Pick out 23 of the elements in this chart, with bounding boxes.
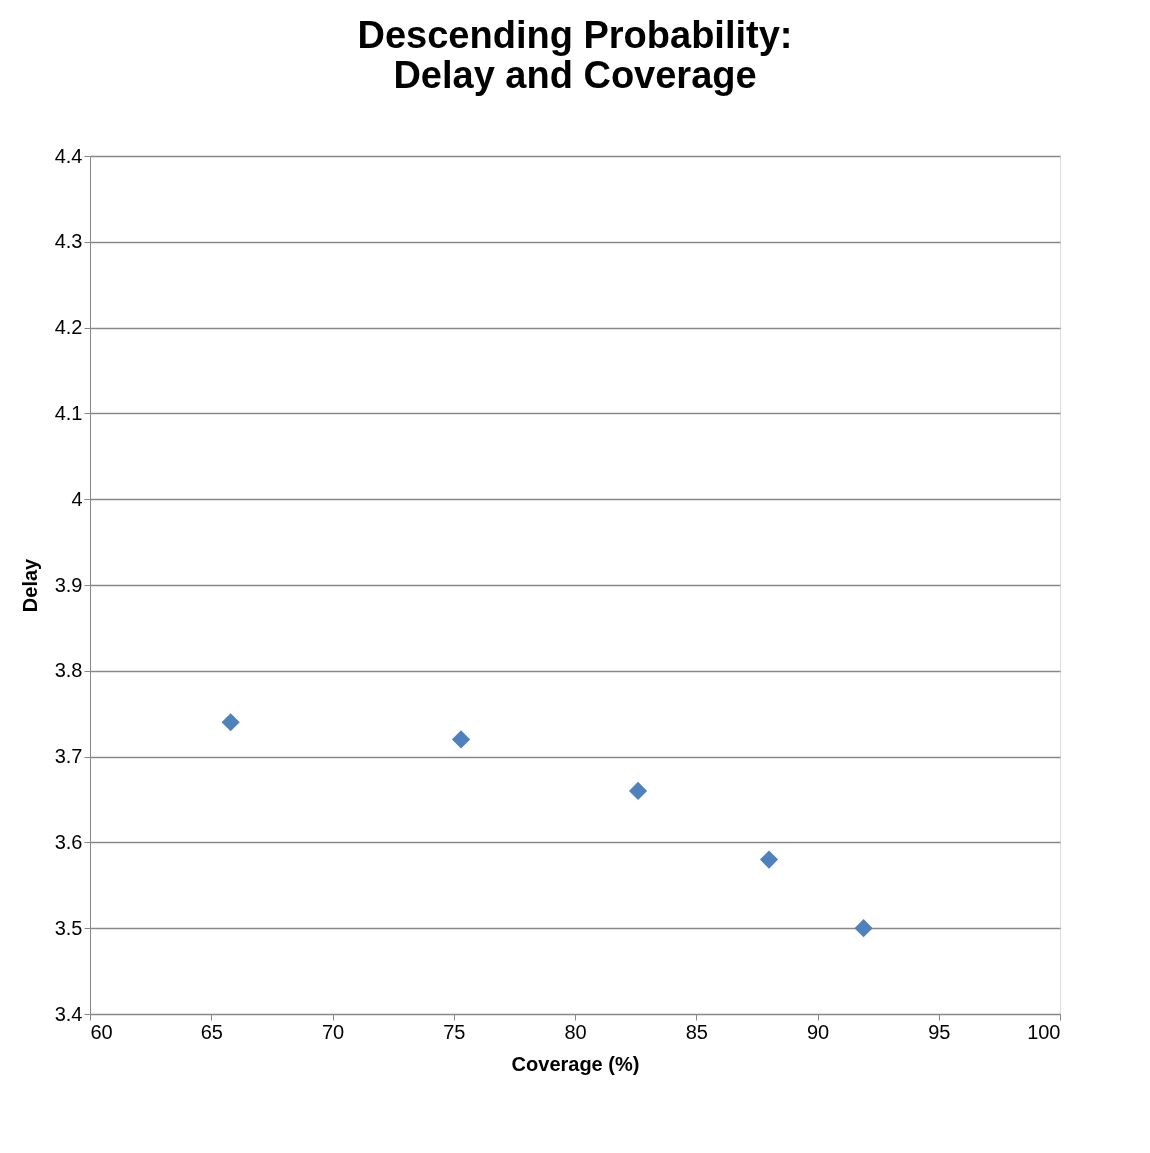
x-tick-label: 65 bbox=[200, 1020, 223, 1043]
x-tick-label: 80 bbox=[564, 1020, 587, 1043]
text: Descending Probability: bbox=[357, 14, 793, 56]
y-tick-label: 4.1 bbox=[54, 401, 83, 424]
y-tick-label: 4.3 bbox=[54, 230, 83, 253]
y-tick-label: 3.7 bbox=[54, 745, 83, 768]
y-tick-label: 3.6 bbox=[54, 830, 83, 853]
y-tick-label: 3.4 bbox=[54, 1002, 83, 1025]
y-axis-title: Delay bbox=[18, 557, 41, 613]
x-tick-label: 100 bbox=[1027, 1020, 1061, 1043]
x-tick-label: 60 bbox=[90, 1020, 113, 1043]
y-tick-label: 4 bbox=[71, 487, 83, 510]
x-tick-label: 90 bbox=[806, 1020, 830, 1043]
x-tick-label: 95 bbox=[928, 1020, 951, 1043]
y-tick-label: 4.2 bbox=[54, 316, 83, 339]
x-tick-label: 85 bbox=[685, 1020, 708, 1043]
y-tick-label: 4.4 bbox=[54, 144, 83, 167]
x-axis-title: Coverage (%) bbox=[511, 1052, 640, 1075]
y-tick-label: 3.9 bbox=[54, 573, 83, 596]
x-tick-label: 70 bbox=[321, 1020, 345, 1043]
y-tick-label: 3.5 bbox=[54, 916, 83, 939]
x-tick-label: 75 bbox=[443, 1020, 466, 1043]
y-tick-label: 3.8 bbox=[54, 659, 83, 682]
